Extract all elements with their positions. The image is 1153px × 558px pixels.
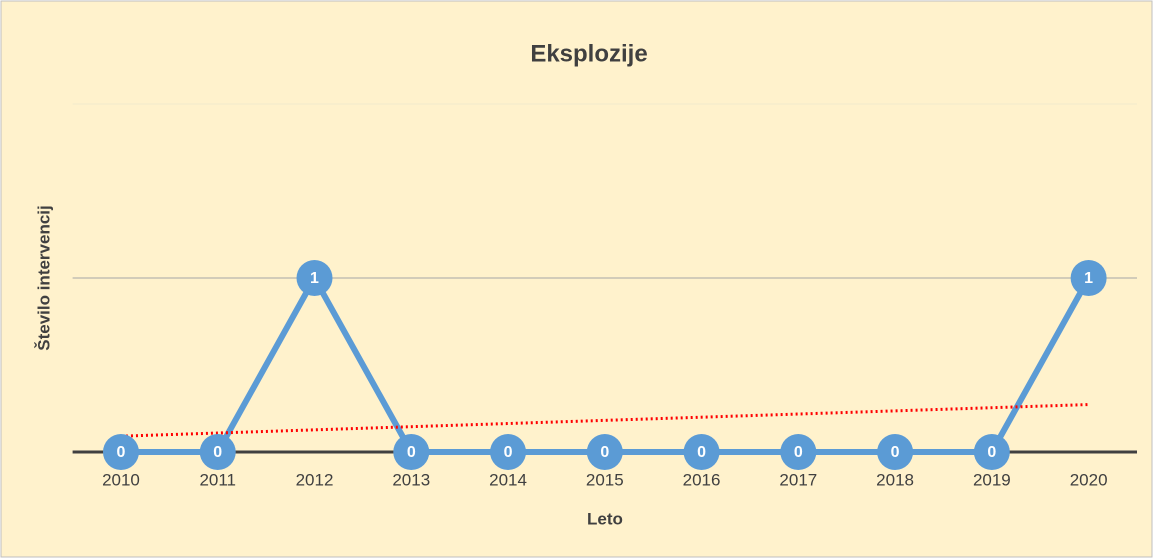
- data-point: [102, 434, 139, 470]
- data-point: [683, 434, 720, 470]
- data-label: 0: [697, 444, 706, 461]
- data-point: [586, 434, 623, 470]
- data-label: 1: [1084, 270, 1093, 287]
- x-tick-label: 2019: [973, 470, 1011, 489]
- x-tick-label: 2015: [586, 470, 624, 489]
- data-point: [199, 434, 236, 470]
- data-point: [296, 260, 333, 296]
- x-tick-label: 2018: [876, 470, 914, 489]
- x-tick-label: 2012: [296, 470, 334, 489]
- data-point: [877, 434, 914, 470]
- data-label: 0: [407, 444, 416, 461]
- x-tick-label: 2011: [199, 470, 236, 489]
- x-tick-label: 2020: [1070, 470, 1108, 489]
- data-label: 0: [794, 444, 803, 461]
- data-point: [1070, 260, 1107, 296]
- data-label: 1: [310, 270, 319, 287]
- y-axis-label: Število intervencij: [34, 205, 53, 351]
- data-label: 0: [987, 444, 996, 461]
- data-label: 0: [600, 444, 609, 461]
- x-tick-label: 2017: [779, 470, 817, 489]
- data-point: [393, 434, 430, 470]
- data-label: 0: [504, 444, 513, 461]
- chart-title: Eksplozije: [530, 40, 647, 67]
- data-point: [973, 434, 1010, 470]
- data-point: [780, 434, 817, 470]
- x-tick-label: 2014: [489, 470, 527, 489]
- data-label: 0: [213, 444, 222, 461]
- x-tick-label: 2016: [683, 470, 721, 489]
- x-axis-label: Leto: [587, 509, 623, 528]
- x-tick-label: 2013: [392, 470, 430, 489]
- x-tick-label: 2010: [102, 470, 140, 489]
- data-label: 0: [891, 444, 900, 461]
- data-point: [490, 434, 527, 470]
- data-label: 0: [117, 444, 126, 461]
- trendline: [120, 403, 1089, 438]
